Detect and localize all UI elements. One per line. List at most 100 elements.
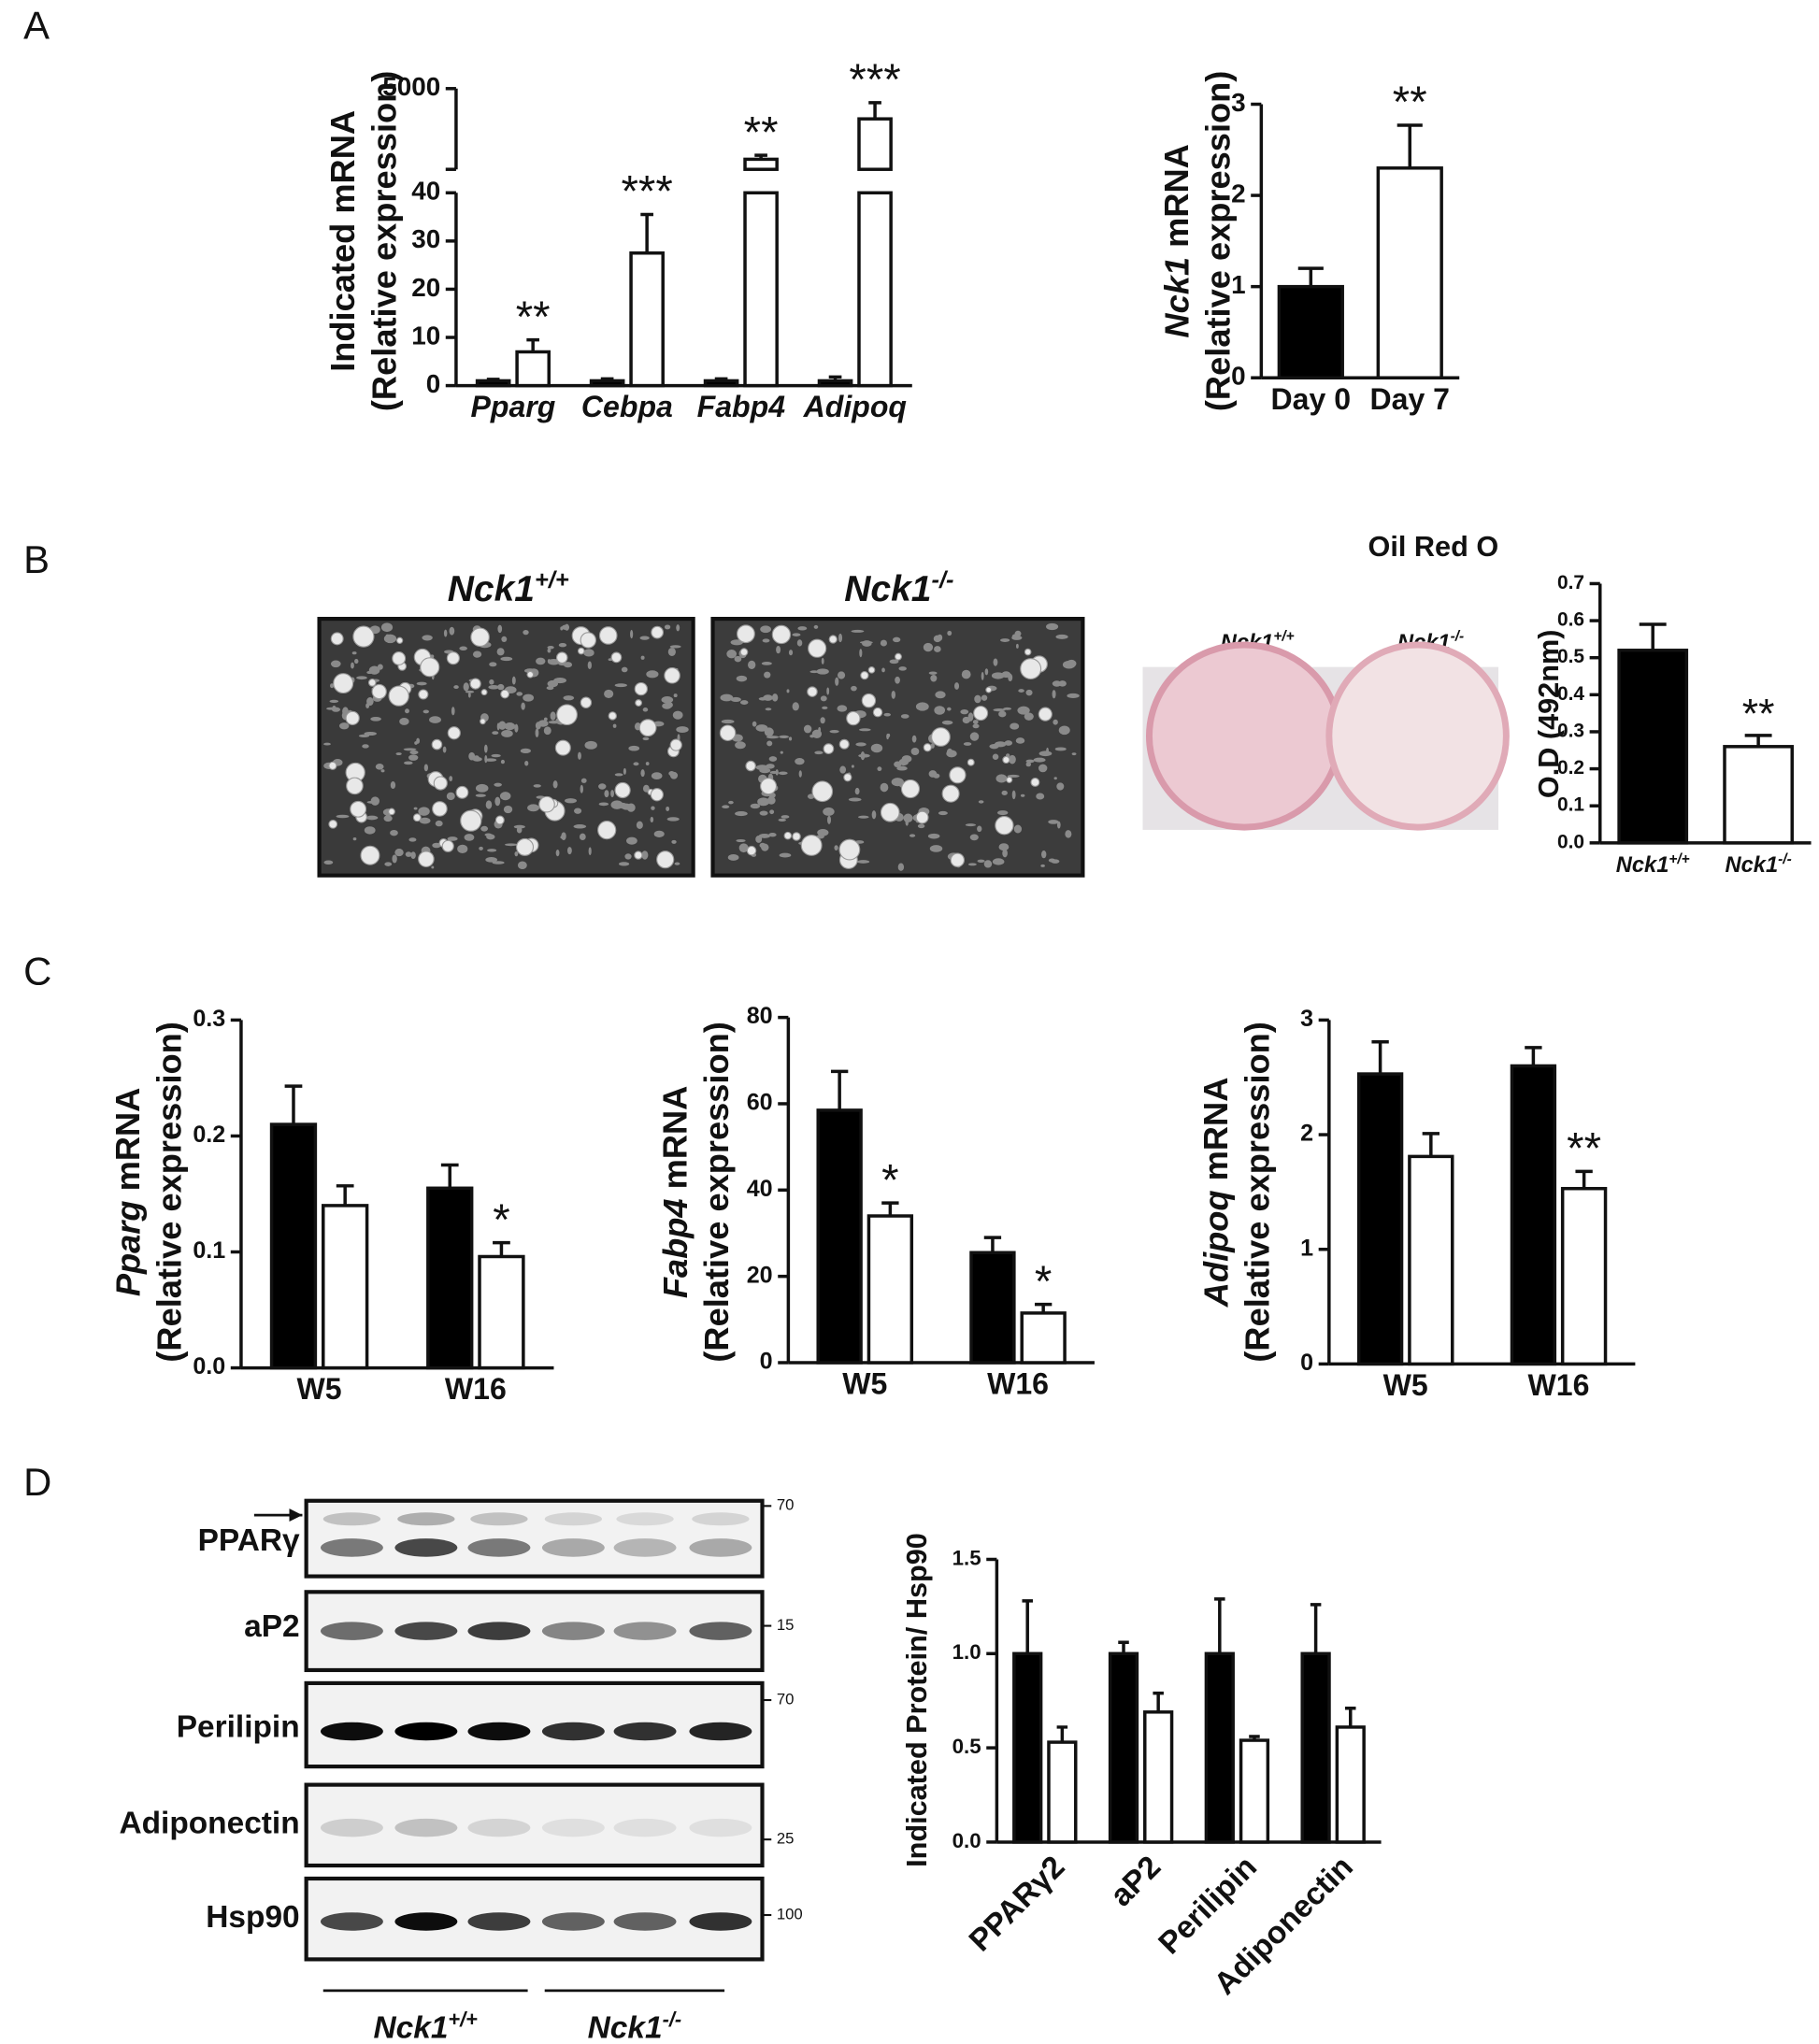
cell	[929, 845, 943, 852]
band	[320, 1538, 383, 1557]
cell	[915, 702, 929, 711]
bar	[1335, 1725, 1366, 1844]
cell	[598, 783, 607, 790]
cell	[726, 649, 738, 659]
y-tick-label: 0.0	[952, 1829, 981, 1852]
lipid-cell	[614, 781, 631, 799]
cell	[730, 696, 741, 703]
cell	[636, 821, 643, 829]
group-label: Nck1-/-	[588, 2008, 681, 2044]
cell	[796, 639, 803, 647]
error-bar	[1345, 1707, 1356, 1727]
lipid-cell	[598, 626, 618, 645]
lipid-cell	[651, 625, 664, 639]
cell	[527, 804, 539, 812]
cell	[1052, 690, 1056, 699]
cell	[413, 807, 418, 810]
cell	[823, 807, 835, 816]
cell	[736, 838, 746, 843]
cell	[351, 651, 357, 655]
error-bar	[1422, 1132, 1440, 1157]
lipid-cell	[949, 766, 967, 784]
lipid-cell	[580, 632, 596, 649]
bar	[1376, 166, 1443, 379]
cell	[855, 742, 867, 747]
lipid-cell	[634, 681, 648, 696]
lipid-cell	[516, 837, 535, 856]
lipid-cell	[392, 651, 407, 665]
cell	[492, 861, 505, 865]
y-tick-label: 80	[747, 1003, 773, 1029]
lipid-cell	[843, 773, 852, 782]
lipid-cell	[900, 779, 921, 799]
cell	[1033, 757, 1046, 763]
cell	[472, 650, 482, 658]
cell	[858, 728, 871, 732]
cell	[516, 826, 523, 834]
cell	[1001, 790, 1008, 795]
cell	[640, 769, 645, 778]
cell	[676, 726, 689, 734]
western-blot: PPARγ aP2 Perilipin Adiponectin Hsp90 70 15 70 2…	[119, 1496, 802, 2044]
marker-label: 70	[777, 1690, 795, 1708]
cell	[1038, 750, 1053, 757]
lipid-cell	[330, 632, 344, 646]
cell	[917, 823, 925, 829]
cell	[669, 645, 681, 649]
cell	[930, 674, 938, 682]
bar	[1356, 1072, 1404, 1366]
cell	[484, 758, 497, 762]
band	[470, 1512, 528, 1526]
x-tick-label: W16	[445, 1372, 507, 1406]
bar	[703, 379, 739, 388]
y-axis-label: (Relative expression)	[365, 71, 404, 412]
bar	[1239, 1738, 1270, 1844]
y-tick-label: 0.2	[1557, 757, 1584, 779]
y-tick-label: 0.0	[193, 1353, 225, 1379]
band	[320, 1818, 383, 1837]
lipid-cell	[950, 852, 966, 867]
cell	[483, 744, 488, 753]
cell	[447, 836, 458, 841]
cell	[992, 858, 1005, 865]
cell	[965, 823, 977, 827]
lipid-cell	[985, 686, 993, 693]
cell	[405, 851, 412, 857]
cell	[352, 837, 357, 841]
cell	[662, 703, 672, 709]
cell	[1011, 636, 1023, 640]
cell	[579, 833, 586, 841]
cells	[323, 622, 1080, 871]
cell	[820, 717, 825, 724]
cell	[769, 809, 775, 815]
x-tick-label: W5	[842, 1367, 887, 1401]
lipid-cell	[360, 845, 380, 865]
cell	[358, 734, 370, 738]
error-bar	[1034, 1302, 1053, 1313]
cell	[354, 659, 359, 665]
band	[394, 1622, 458, 1640]
cell	[969, 834, 979, 841]
cell	[1041, 850, 1047, 859]
cell	[604, 790, 609, 798]
x-tick-label: Pparg	[470, 390, 555, 423]
cell	[792, 702, 799, 711]
error-bar	[1744, 734, 1772, 747]
error-bar	[868, 101, 881, 120]
cell	[963, 742, 972, 746]
cell	[473, 755, 480, 760]
lipid-cell	[650, 788, 664, 802]
blot-frame	[304, 1876, 765, 1962]
cell	[941, 720, 953, 725]
cell	[409, 750, 419, 755]
cell	[981, 671, 984, 680]
cell	[897, 863, 905, 871]
cell	[423, 709, 429, 714]
cell	[494, 782, 502, 787]
error-bar	[1297, 266, 1324, 287]
cell	[435, 820, 443, 827]
cell	[484, 755, 488, 764]
band	[397, 1512, 455, 1526]
significance: **	[1393, 78, 1427, 127]
